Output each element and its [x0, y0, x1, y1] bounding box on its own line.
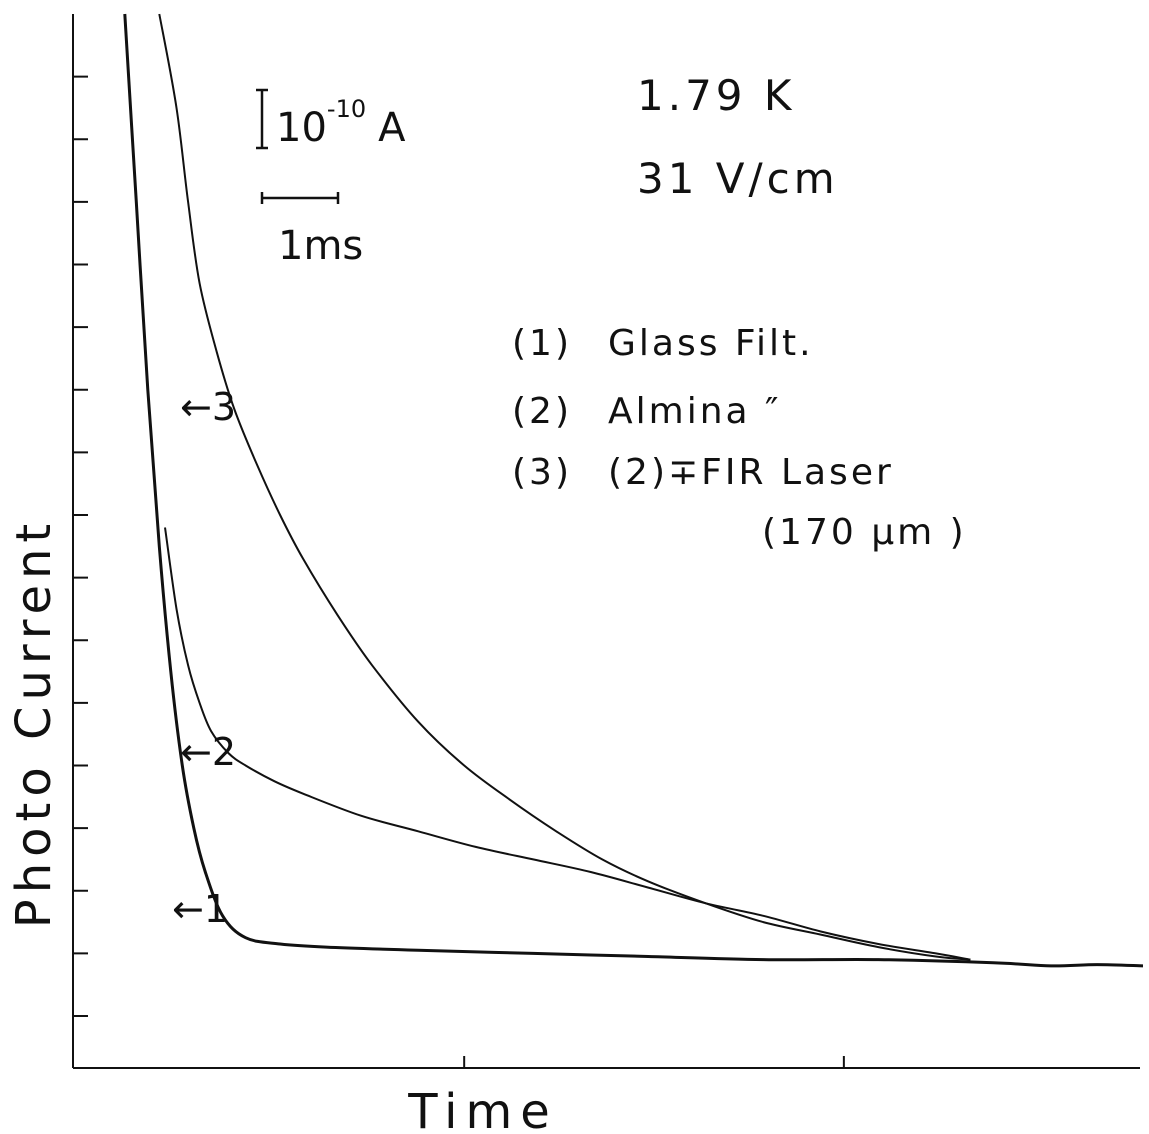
current-scale-unit: A — [378, 105, 406, 151]
time-scale-bar — [262, 192, 338, 204]
x-axis-label: Time — [407, 1084, 557, 1134]
axes — [73, 14, 1140, 1068]
field-label: 31 V/cm — [637, 154, 839, 203]
y-ticks — [73, 77, 88, 1016]
time-scale-label: 1ms — [278, 223, 363, 269]
legend-num-3: (3) — [512, 452, 572, 493]
current-scale-bar — [256, 90, 268, 148]
legend: (1) Glass Filt. (2) Almina ″ (3) (2)∓FIR… — [512, 323, 967, 553]
current-scale-exponent: -10 — [327, 95, 366, 123]
x-ticks — [464, 1056, 844, 1068]
curve-label-3: ←3 — [180, 385, 236, 429]
legend-text-4: (170 μm ) — [762, 512, 967, 553]
curve-label-2: ←2 — [180, 730, 236, 774]
legend-text-3: (2)∓FIR Laser — [608, 452, 894, 493]
curve-label-1: ←1 — [172, 887, 228, 931]
y-axis-label: Photo Current — [6, 518, 62, 928]
legend-num-1: (1) — [512, 323, 572, 364]
legend-text-1: Glass Filt. — [608, 323, 814, 364]
legend-num-2: (2) — [512, 391, 572, 432]
series-2-line — [165, 528, 970, 960]
temperature-label: 1.79 K — [637, 71, 795, 120]
current-scale-label: 10-10 A — [276, 95, 406, 151]
legend-text-2: Almina ″ — [608, 391, 781, 432]
